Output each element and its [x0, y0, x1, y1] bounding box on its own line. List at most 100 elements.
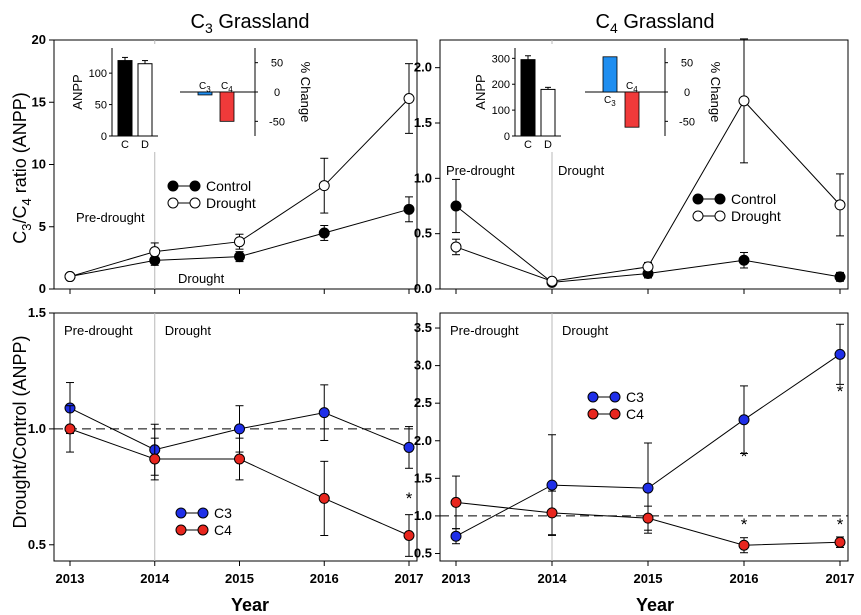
y-tick-label: 0: [39, 281, 46, 296]
inset-background: [74, 44, 282, 152]
x-axis-label-right: Year: [636, 595, 674, 615]
annotation-pre-drought: Pre-drought: [446, 163, 515, 178]
inset-y-tick-label: 200: [492, 79, 510, 91]
legend-marker-drought: [189, 197, 201, 209]
x-tick-label: 2017: [826, 571, 855, 586]
legend-label-drought: Drought: [206, 195, 256, 211]
inset-c3_ratio: 0 50 100 C D ANPP -50 0 50 C3 C4 % Change: [70, 44, 313, 152]
data-point-c4: [149, 453, 161, 465]
plot-frame: [53, 312, 418, 562]
annotation-drought: Drought: [558, 163, 605, 178]
legend-marker-drought: [167, 197, 179, 209]
inset-change-label: C3: [199, 81, 211, 94]
annotation-drought: Drought: [178, 271, 225, 286]
data-point-drought: [318, 180, 330, 192]
y-tick-label: 1.5: [414, 115, 432, 130]
inset-bar-C: [520, 59, 536, 137]
data-point-drought: [403, 93, 415, 105]
data-point-drought: [64, 271, 76, 283]
data-point-drought: [738, 95, 750, 107]
inset-change-label: C3: [604, 95, 616, 108]
y-tick-label: 0.5: [28, 537, 46, 552]
data-point-c3: [403, 441, 415, 453]
data-point-drought: [546, 275, 558, 287]
legend-marker-control: [189, 180, 201, 192]
x-axis-label-left: Year: [231, 595, 269, 615]
data-point-c4: [642, 512, 654, 524]
data-point-drought: [834, 199, 846, 211]
annotation-pre-drought: Pre-drought: [76, 210, 145, 225]
data-point-drought: [149, 246, 161, 258]
x-tick-label: 2015: [634, 571, 663, 586]
x-tick-label: 2013: [442, 571, 471, 586]
inset-bar-D: [540, 88, 556, 137]
y-tick-label: 3.5: [414, 320, 432, 335]
x-tick-label: 2014: [538, 571, 568, 586]
y-tick-label: 0.0: [414, 281, 432, 296]
data-point-c4: [834, 536, 846, 548]
legend-marker-c4: [587, 408, 599, 420]
panel-c4_ratio_dc: 0.5 1.0 1.5 2.0 2.5 3.0 3.5 2013 2014 2015 2016 201…: [414, 312, 855, 586]
legend-marker-drought: [714, 210, 726, 222]
inset-category-label: C: [121, 139, 129, 151]
inset-change-label: C4: [626, 81, 638, 94]
annotation-drought: Drought: [165, 323, 212, 338]
data-point-drought: [642, 261, 654, 273]
x-tick-label: 2017: [395, 571, 424, 586]
data-point-c3: [450, 530, 462, 542]
inset-change-label: C4: [221, 81, 233, 94]
legend-marker-control: [692, 193, 704, 205]
annotation-pre-drought: Pre-drought: [450, 323, 519, 338]
significance-star: *: [741, 515, 748, 534]
data-point-drought: [234, 236, 245, 248]
legend-marker-drought: [692, 210, 704, 222]
data-point-c4: [738, 539, 750, 551]
y-tick-label: 5: [39, 219, 46, 234]
inset-change-bar-C3: [602, 56, 618, 93]
y-tick-label: 1.5: [414, 470, 432, 485]
data-point-c4: [403, 530, 415, 542]
legend-marker-control: [714, 193, 726, 205]
x-tick-label: 2016: [730, 571, 759, 586]
data-point-c3: [642, 482, 654, 494]
inset-y-tick-label: 100: [492, 105, 510, 117]
significance-star: *: [837, 515, 844, 534]
y-tick-label: 1.0: [414, 508, 432, 523]
data-point-control: [450, 200, 462, 212]
title-c4-grassland: C4 Grassland: [596, 11, 715, 36]
legend-label-control: Control: [206, 178, 251, 194]
inset-change-bar-C3: [197, 91, 213, 96]
plot-frame: [439, 312, 849, 562]
x-tick-label: 2015: [225, 571, 254, 586]
data-point-drought: [450, 241, 462, 253]
legend-marker-c3: [197, 507, 209, 519]
inset-y-tick-label: 100: [89, 68, 107, 80]
y-tick-label: 2.5: [414, 395, 432, 410]
y-tick-label: 1.5: [28, 305, 46, 320]
data-point-c4: [450, 496, 462, 508]
legend-marker-c4: [609, 408, 621, 420]
inset-category-label: C: [524, 139, 532, 151]
data-point-c4: [318, 492, 330, 504]
y-tick-label: 15: [32, 94, 46, 109]
inset-category-label: D: [141, 139, 149, 151]
x-tick-label: 2014: [140, 571, 170, 586]
inset-right-y-tick-label: 50: [681, 58, 693, 70]
inset-right-y-tick-label: 0: [684, 87, 690, 99]
annotation-drought: Drought: [562, 323, 609, 338]
data-point-c4: [546, 507, 558, 519]
y-axis-label-ratio: C3/C4 ratio (ANPP): [10, 92, 34, 244]
y-tick-label: 2.0: [414, 433, 432, 448]
significance-star: *: [837, 382, 844, 401]
chart-panels: 05101520Pre-droughtDroughtControlDrought…: [28, 32, 855, 586]
inset-change-bar-C4: [219, 91, 235, 122]
y-tick-label: 3.0: [414, 358, 432, 373]
data-point-c3: [738, 414, 750, 426]
data-point-control: [834, 271, 846, 283]
data-point-c3: [318, 407, 330, 419]
inset-ylabel-change: % Change: [708, 62, 723, 123]
inset-ylabel-change: % Change: [298, 62, 313, 123]
inset-ylabel-anpp: ANPP: [70, 74, 85, 109]
legend-marker-c3: [609, 391, 621, 403]
